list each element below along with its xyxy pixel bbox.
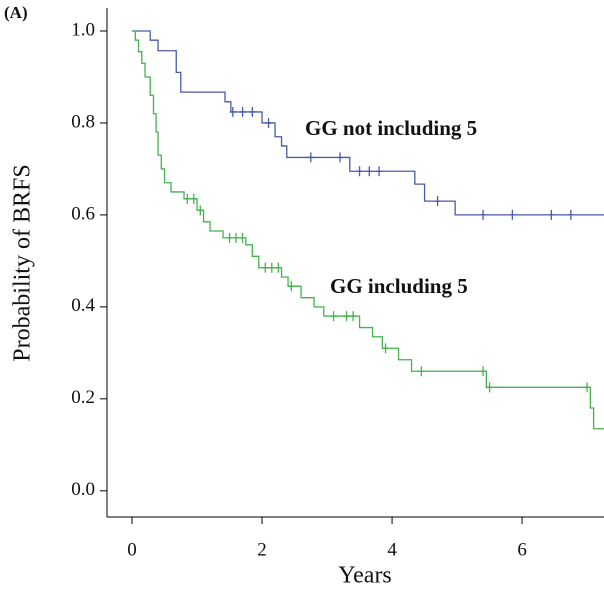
censor-mark (337, 152, 344, 163)
y-axis-label: Probability of BRFS (10, 164, 36, 361)
y-tick-label: 0.8 (71, 111, 95, 132)
censor-mark (190, 193, 197, 204)
censor-mark (239, 232, 246, 243)
censor-mark (480, 209, 487, 220)
censor-mark (567, 209, 574, 220)
censor-mark (226, 232, 233, 243)
y-tick-label: 0.0 (71, 479, 95, 500)
censor-mark (366, 166, 373, 177)
y-tick-label: 0.6 (71, 203, 95, 224)
y-tick-label: 1.0 (71, 19, 95, 40)
x-axis-label: Years (338, 563, 392, 589)
censor-mark (382, 343, 389, 354)
censor-mark (197, 205, 204, 216)
censor-mark (249, 106, 256, 117)
censor-mark (548, 209, 555, 220)
censor-mark (307, 152, 314, 163)
censor-mark (350, 311, 357, 322)
annotation: GG including 5 (330, 274, 468, 298)
censor-mark (233, 232, 240, 243)
censor-mark (486, 382, 493, 393)
km-curve (132, 30, 604, 430)
y-tick-label: 0.4 (71, 295, 95, 316)
censor-mark (229, 106, 236, 117)
y-tick-label: 0.2 (71, 387, 95, 408)
x-tick-label: 0 (127, 539, 137, 560)
panel-label: (A) (4, 3, 28, 22)
x-tick-label: 6 (517, 539, 527, 560)
x-tick-label: 4 (387, 539, 397, 560)
censor-mark (275, 262, 282, 273)
censor-mark (239, 106, 246, 117)
censor-mark (356, 166, 363, 177)
censor-mark (509, 209, 516, 220)
censor-mark (418, 366, 425, 377)
censor-mark (480, 366, 487, 377)
censor-mark (584, 382, 591, 393)
censor-mark (376, 166, 383, 177)
censor-mark (184, 193, 191, 204)
annotation: GG not including 5 (305, 116, 477, 140)
censor-mark (330, 311, 337, 322)
x-tick-label: 2 (257, 539, 267, 560)
censor-mark (434, 196, 441, 207)
censor-mark (343, 311, 350, 322)
censor-mark (262, 262, 269, 273)
censor-mark (265, 117, 272, 128)
censor-mark (288, 281, 295, 292)
censor-mark (268, 262, 275, 273)
